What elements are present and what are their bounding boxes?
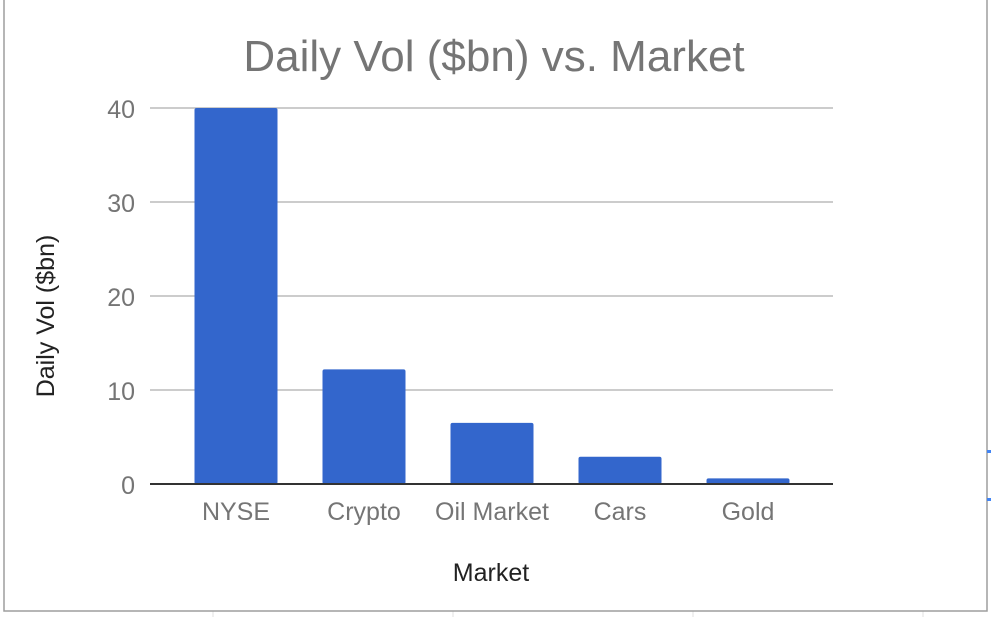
y-tick-label: 10	[107, 378, 135, 406]
y-axis-label: Daily Vol ($bn)	[32, 235, 60, 398]
y-tick-label: 0	[121, 472, 135, 500]
y-tick-label: 40	[107, 96, 135, 124]
chart-title: Daily Vol ($bn) vs. Market	[243, 32, 744, 81]
selection-handle[interactable]	[987, 498, 991, 501]
x-axis-label: Market	[453, 559, 529, 587]
x-tick-label: Gold	[722, 498, 775, 526]
sheet-background	[212, 611, 924, 617]
x-tick-label: Crypto	[327, 498, 401, 526]
bar-nyse[interactable]	[194, 108, 278, 484]
x-tick-label: Cars	[594, 498, 647, 526]
x-tick-label: Oil Market	[435, 498, 549, 526]
x-tick-label: NYSE	[202, 498, 270, 526]
bar-gold[interactable]	[706, 478, 790, 484]
chart-border	[3, 0, 988, 612]
y-tick-label: 30	[107, 190, 135, 218]
selection-handle[interactable]	[987, 450, 991, 453]
bar-oil-market[interactable]	[450, 422, 534, 484]
bar-cars[interactable]	[578, 456, 662, 484]
bar-crypto[interactable]	[322, 369, 406, 484]
y-tick-label: 20	[107, 284, 135, 312]
